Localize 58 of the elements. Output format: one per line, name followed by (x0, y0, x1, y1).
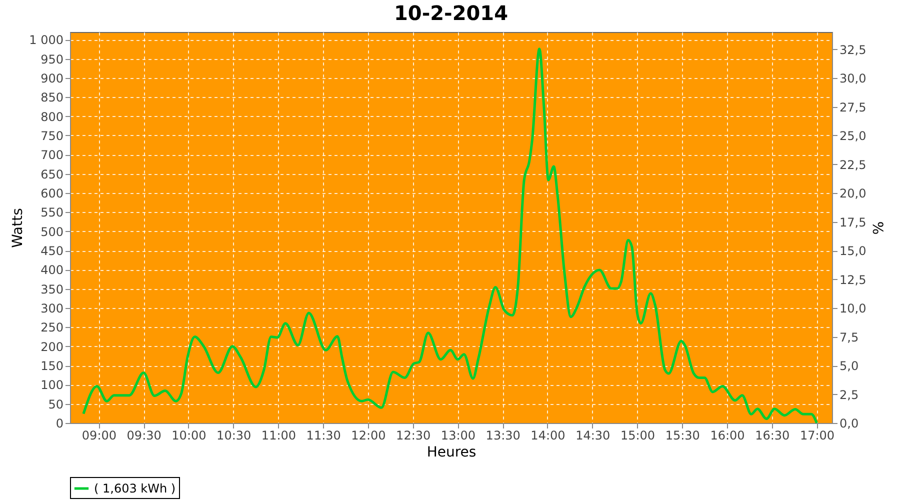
y-tick-label: 200 (40, 340, 64, 354)
y-tick-label: 850 (40, 90, 64, 105)
y2-tick-label: 2,5 (840, 388, 859, 402)
y-tick-label: 600 (40, 186, 64, 200)
y2-tick-label: 30,0 (840, 72, 866, 86)
x-tick-label: 13:30 (486, 428, 520, 442)
y-tick-label: 1 000 (29, 33, 64, 48)
y2-tick-label: 17,5 (840, 215, 866, 230)
x-tick-label: 15:00 (620, 428, 656, 442)
x-tick-label: 10:00 (172, 428, 206, 442)
y-tick-label: 800 (40, 110, 64, 124)
y-tick-label: 400 (40, 263, 64, 278)
y-tick-label: 650 (40, 167, 64, 182)
x-tick-label: 11:30 (306, 428, 341, 442)
y2-tick-label: 20,0 (840, 186, 866, 200)
y-tick-label: 100 (40, 378, 64, 392)
y-tick-label: 250 (40, 320, 64, 335)
chart-title: 10-2-2014 (394, 1, 508, 25)
y2-tick-label: 5,0 (840, 359, 859, 373)
x-tick-label: 16:00 (710, 428, 745, 442)
y2-tick-label: 27,5 (840, 100, 866, 114)
line-series (82, 48, 818, 424)
y-tick-label: 550 (40, 206, 64, 220)
y2-tick-label: 0,0 (840, 416, 859, 430)
x-tick-label: 14:00 (530, 428, 566, 442)
y-tick-label: 350 (40, 282, 64, 296)
y-tick-label: 0 (56, 416, 64, 430)
y2-axis-title: % (869, 221, 886, 235)
legend-label: ( 1,603 kWh ) (94, 482, 176, 496)
y-tick-label: 50 (48, 397, 64, 412)
y-tick-label: 950 (40, 52, 64, 66)
y-tick-label: 300 (40, 302, 64, 316)
y-tick-label: 150 (40, 359, 64, 373)
x-tick-label: 13:00 (440, 428, 476, 442)
y-tick-label: 500 (40, 224, 64, 239)
y-tick-label: 450 (40, 244, 64, 258)
y2-tick-label: 22,5 (840, 158, 866, 172)
x-tick-label: 09:30 (126, 428, 162, 442)
x-tick-label: 14:30 (576, 428, 610, 442)
y2-tick-label: 15,0 (840, 244, 866, 258)
y-axis-title: Watts (10, 208, 26, 248)
x-tick-label: 17:00 (800, 428, 835, 442)
y2-tick-label: 12,5 (840, 272, 866, 287)
y-tick-label: 700 (40, 148, 64, 162)
x-tick-label: 09:00 (82, 428, 117, 442)
y2-tick-label: 7,5 (840, 330, 859, 344)
y-tick-label: 750 (40, 129, 64, 143)
x-tick-label: 10:30 (216, 428, 252, 442)
x-tick-label: 16:30 (755, 428, 790, 442)
x-tick-label: 15:30 (665, 428, 700, 442)
x-tick-label: 12:30 (396, 428, 431, 442)
y-tick-label: 900 (40, 72, 64, 86)
x-axis-title: Heures (426, 444, 476, 460)
y2-tick-label: 32,5 (840, 42, 866, 57)
x-tick-label: 11:00 (261, 428, 296, 442)
y2-tick-label: 25,0 (840, 129, 866, 143)
y2-tick-label: 10,0 (840, 302, 866, 316)
x-tick-label: 12:00 (351, 428, 386, 442)
